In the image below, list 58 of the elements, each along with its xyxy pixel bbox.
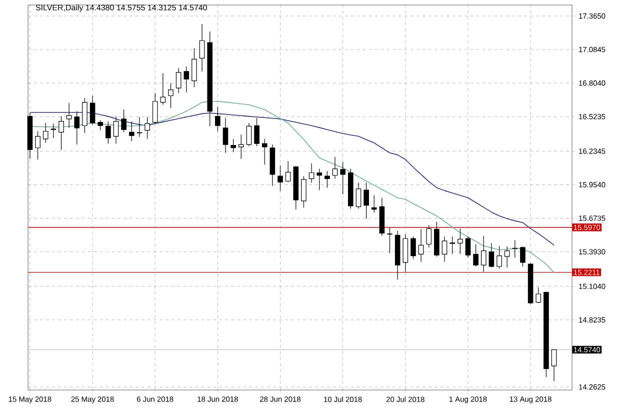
candlestick bbox=[98, 120, 104, 131]
candlestick bbox=[278, 165, 283, 192]
candlestick bbox=[184, 66, 190, 93]
candlestick bbox=[129, 121, 134, 142]
candlestick bbox=[230, 138, 236, 152]
candlestick bbox=[238, 134, 244, 160]
candlestick bbox=[332, 156, 338, 180]
candlestick bbox=[308, 163, 314, 184]
candlestick bbox=[82, 98, 88, 134]
candlestick bbox=[285, 160, 291, 182]
candlestick bbox=[364, 182, 369, 219]
candlestick bbox=[246, 122, 252, 147]
candlestick bbox=[340, 162, 346, 195]
candlestick bbox=[222, 118, 228, 154]
candlestick bbox=[402, 234, 408, 272]
candlestick bbox=[90, 95, 96, 125]
candlestick bbox=[192, 48, 197, 88]
candlestick bbox=[512, 240, 518, 258]
candlestick bbox=[35, 130, 40, 160]
candlestick bbox=[144, 116, 150, 140]
candlestick bbox=[74, 110, 80, 145]
candlestick bbox=[371, 195, 377, 213]
candlestick bbox=[387, 227, 392, 254]
candlestick bbox=[262, 138, 268, 165]
candlestick bbox=[316, 168, 322, 190]
candlestick bbox=[199, 24, 205, 72]
candlestick bbox=[442, 236, 448, 262]
candlestick bbox=[58, 116, 64, 150]
candlestick bbox=[465, 236, 471, 258]
candlestick bbox=[520, 246, 526, 267]
candlestick bbox=[301, 176, 306, 208]
candlestick bbox=[176, 68, 182, 94]
candlestick bbox=[152, 92, 158, 124]
candlestick bbox=[168, 82, 174, 108]
candlestick bbox=[42, 122, 48, 144]
candlestick bbox=[66, 102, 72, 128]
candlestick bbox=[458, 228, 463, 254]
candlestick bbox=[106, 121, 111, 144]
candlestick bbox=[215, 106, 220, 132]
candlestick bbox=[496, 246, 502, 269]
candlestick bbox=[450, 236, 455, 254]
candlestick bbox=[551, 349, 557, 382]
candlestick bbox=[536, 286, 542, 304]
candlestick bbox=[356, 182, 362, 209]
candlestick bbox=[254, 118, 260, 147]
candlestick bbox=[136, 116, 142, 138]
candlestick bbox=[488, 242, 494, 268]
candlestick bbox=[121, 109, 126, 133]
candlestick bbox=[426, 224, 432, 248]
candlestick bbox=[480, 236, 486, 272]
candlestick bbox=[418, 228, 424, 262]
candlestick bbox=[50, 123, 56, 138]
candlestick bbox=[113, 116, 119, 144]
candlestick bbox=[324, 170, 330, 188]
candlestick bbox=[473, 244, 478, 267]
candlestick bbox=[504, 246, 510, 268]
candlestick bbox=[410, 236, 416, 260]
candlestick bbox=[160, 72, 166, 106]
